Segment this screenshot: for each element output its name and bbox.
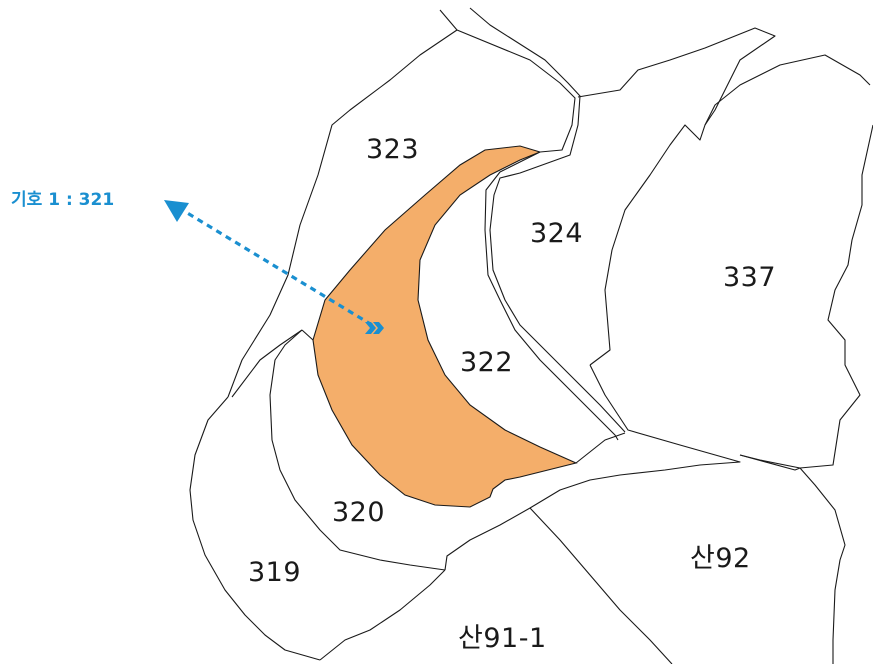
- arrow-pointer-icon: [365, 322, 384, 334]
- parcel-boundary-337: [704, 54, 871, 126]
- parcel-boundary-san91-san92: [529, 507, 673, 664]
- parcel-boundary-324-west: [484, 151, 619, 441]
- parcel-label-san91-1: 산91-1: [458, 623, 547, 654]
- parcel-label-324: 324: [530, 218, 584, 249]
- parcel-boundary-337-south: [739, 454, 801, 471]
- parcel-label-320: 320: [332, 497, 386, 528]
- parcel-boundary-san92-east: [799, 467, 846, 664]
- parcel-boundary-road-south: [575, 432, 626, 464]
- parcel-boundary-319-east: [319, 569, 446, 661]
- parcel-boundary-323: [227, 9, 458, 398]
- parcel-boundary-320-top: [231, 329, 314, 398]
- parcel-boundary-322-south: [444, 364, 741, 571]
- parcel-label-337: 337: [723, 262, 777, 293]
- parcel-boundary-337-east: [739, 124, 873, 469]
- callout-arrowhead: [164, 200, 189, 222]
- parcel-label-322: 322: [460, 347, 514, 378]
- callout-leader-line: [183, 209, 373, 327]
- parcel-boundary-319: [189, 396, 321, 661]
- parcel-label-319: 319: [248, 557, 302, 588]
- parcel-boundary-323-east: [456, 29, 576, 153]
- callout-label: 기호 1 : 321: [11, 190, 115, 210]
- parcel-label-323: 323: [366, 134, 420, 165]
- parcel-boundary-320: [269, 329, 446, 571]
- parcel-321-highlighted[interactable]: [312, 145, 578, 508]
- parcel-boundary-324-east: [577, 27, 776, 366]
- parcel-label-san92: 산92: [690, 543, 751, 574]
- parcel-boundary-road-north: [469, 7, 626, 433]
